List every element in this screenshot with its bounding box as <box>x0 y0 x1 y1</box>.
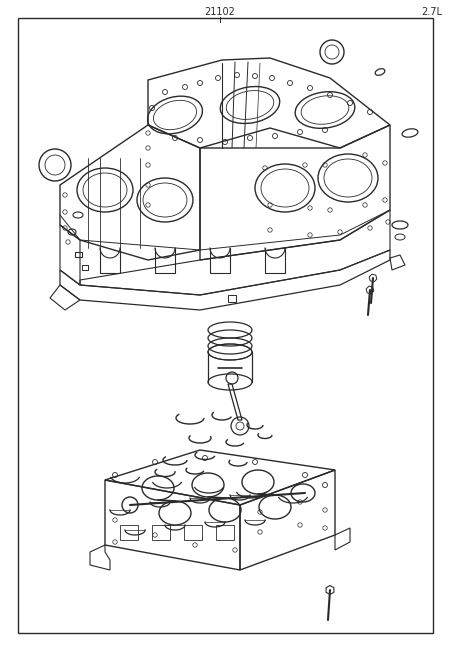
Polygon shape <box>325 586 333 594</box>
Text: 2.7L: 2.7L <box>421 7 442 17</box>
Polygon shape <box>368 274 376 282</box>
Polygon shape <box>365 286 373 294</box>
Text: 21102: 21102 <box>204 7 235 17</box>
